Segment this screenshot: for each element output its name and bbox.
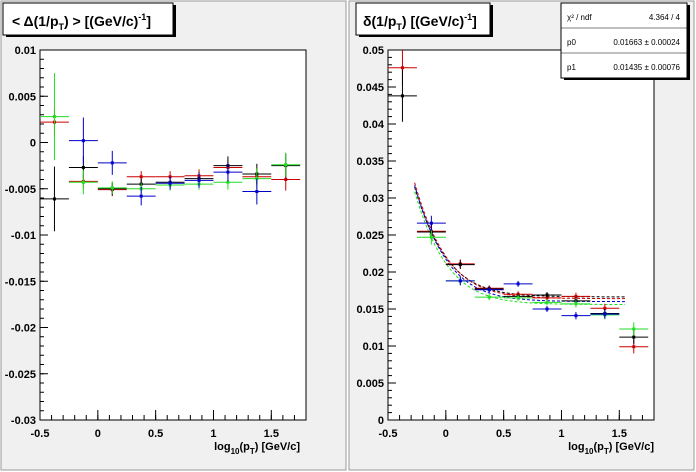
right-green-point-5 bbox=[574, 302, 578, 306]
stats-chi2-value: 4.364 / 4 bbox=[649, 13, 681, 22]
stats-chi2-label: χ² / ndf bbox=[567, 13, 592, 22]
stats-p0-label: p0 bbox=[567, 38, 576, 47]
right-black-point-2 bbox=[458, 263, 462, 267]
right-xtick-label-1: 0 bbox=[443, 428, 449, 440]
right-title-box: δ(1/pT) [(GeV/c)-1] bbox=[355, 2, 493, 37]
left-ytick-label-5: -0.005 bbox=[5, 184, 36, 196]
right-ytick-label-2: 0.01 bbox=[363, 341, 384, 353]
right-ytick-label-6: 0.03 bbox=[363, 193, 384, 205]
left-blue-point-0 bbox=[81, 139, 85, 143]
left-pad: < Δ(1/pT) > [(GeV/c)-1] -0.5 0 0.5 1 1.5 -0.0… bbox=[0, 0, 347, 471]
left-ytick-label-6: 0 bbox=[30, 138, 36, 150]
right-green-point-4 bbox=[545, 300, 549, 304]
left-blue-point-4 bbox=[197, 178, 201, 182]
right-green-point-2 bbox=[487, 295, 491, 299]
right-red-point-8 bbox=[632, 345, 636, 349]
left-green-point-0 bbox=[52, 115, 56, 119]
right-xtick-label-0: -0.5 bbox=[379, 428, 398, 440]
right-black-point-0 bbox=[400, 94, 404, 98]
left-title-box: < Δ(1/pT) > [(GeV/c)-1] bbox=[2, 2, 176, 37]
left-plot-frame bbox=[39, 49, 307, 421]
right-plot-frame bbox=[387, 49, 655, 421]
right-ytick-label-8: 0.04 bbox=[363, 119, 385, 131]
right-ytick-label-1: 0.005 bbox=[356, 378, 384, 390]
left-ytick-label-4: -0.01 bbox=[11, 230, 36, 242]
right-series-blue bbox=[416, 215, 620, 320]
left-ytick-label-8: 0.01 bbox=[15, 45, 36, 57]
left-xtick-label-2: 0.5 bbox=[148, 428, 163, 440]
left-xtick-label-1: 0 bbox=[95, 428, 101, 440]
left-blue-point-1 bbox=[110, 161, 114, 165]
right-ytick-label-7: 0.035 bbox=[356, 156, 384, 168]
right-ytick-label-3: 0.015 bbox=[356, 304, 384, 316]
right-green-point-0 bbox=[429, 235, 433, 239]
left-black-point-1 bbox=[81, 165, 85, 169]
right-xtick-label-3: 1 bbox=[558, 428, 564, 440]
right-blue-point-6 bbox=[603, 312, 607, 316]
stats-p1-value: 0.01435 ± 0.00076 bbox=[613, 63, 680, 72]
left-xtick-label-4: 1.5 bbox=[264, 428, 279, 440]
left-green-point-8 bbox=[284, 163, 288, 167]
left-ytick-label-7: 0.005 bbox=[8, 91, 36, 103]
right-green-point-3 bbox=[516, 296, 520, 300]
right-ytick-label-10: 0.05 bbox=[363, 45, 384, 57]
right-title: δ(1/pT) [(GeV/c)-1] bbox=[363, 12, 477, 32]
left-blue-point-5 bbox=[226, 170, 230, 174]
right-red-point-7 bbox=[603, 306, 607, 310]
right-green-point-7 bbox=[632, 327, 636, 331]
right-blue-point-3 bbox=[516, 282, 520, 286]
left-xtick-label-3: 1 bbox=[210, 428, 216, 440]
right-data-series bbox=[388, 50, 649, 354]
right-ytick-label-4: 0.02 bbox=[363, 267, 384, 279]
right-black-point-8 bbox=[632, 335, 636, 339]
left-ytick-label-0: -0.03 bbox=[11, 415, 36, 427]
left-xtick-label-0: -0.5 bbox=[31, 428, 50, 440]
right-xlabel: log10(pT) [GeV/c] bbox=[568, 441, 654, 456]
right-red-point-6 bbox=[574, 294, 578, 298]
left-blue-point-3 bbox=[168, 181, 172, 185]
right-ytick-label-0: 0 bbox=[378, 415, 384, 427]
left-blue-point-2 bbox=[139, 194, 143, 198]
right-blue-point-1 bbox=[458, 279, 462, 283]
left-green-point-2 bbox=[110, 186, 114, 190]
left-green-point-1 bbox=[81, 180, 85, 184]
right-axes: -0.5 0 0.5 1 1.500.0050.010.0150.020.0250.03… bbox=[356, 45, 655, 440]
left-title: < Δ(1/pT) > [(GeV/c)-1] bbox=[12, 12, 151, 32]
right-blue-point-0 bbox=[429, 221, 433, 225]
right-blue-point-4 bbox=[545, 307, 549, 311]
left-ytick-label-1: -0.025 bbox=[5, 369, 36, 381]
right-ytick-label-9: 0.045 bbox=[356, 82, 384, 94]
stats-p1-label: p1 bbox=[567, 63, 576, 72]
right-xtick-label-2: 0.5 bbox=[496, 428, 511, 440]
stats-box: χ² / ndf 4.364 / 4 p0 0.01663 ± 0.00024 … bbox=[560, 2, 690, 80]
right-blue-point-5 bbox=[574, 314, 578, 318]
left-xlabel: log10(pT) [GeV/c] bbox=[214, 441, 300, 456]
right-fit-curve-green bbox=[414, 191, 626, 305]
right-black-point-5 bbox=[545, 293, 549, 297]
left-blue-point-6 bbox=[255, 190, 259, 194]
right-ytick-label-5: 0.025 bbox=[356, 230, 384, 242]
right-blue-point-2 bbox=[487, 288, 491, 292]
stats-p0-value: 0.01663 ± 0.00024 bbox=[613, 38, 680, 47]
left-black-point-0 bbox=[52, 197, 56, 201]
right-xtick-label-4: 1.5 bbox=[612, 428, 627, 440]
left-series-blue bbox=[68, 117, 272, 206]
right-pad: δ(1/pT) [(GeV/c)-1] -0.5 0 0.5 1 1.500.0050.… bbox=[348, 0, 695, 471]
left-data-series bbox=[40, 73, 301, 232]
left-red-point-8 bbox=[284, 178, 288, 181]
left-ytick-label-2: -0.02 bbox=[11, 323, 36, 335]
left-green-point-6 bbox=[226, 180, 230, 184]
left-red-point-3 bbox=[139, 175, 143, 179]
left-ytick-label-3: -0.015 bbox=[5, 276, 36, 288]
left-axes: -0.5 0 0.5 1 1.5 -0.03 -0.025 -0.02 -0.015 -0.01 -… bbox=[5, 45, 307, 440]
right-red-point-0 bbox=[400, 66, 404, 70]
